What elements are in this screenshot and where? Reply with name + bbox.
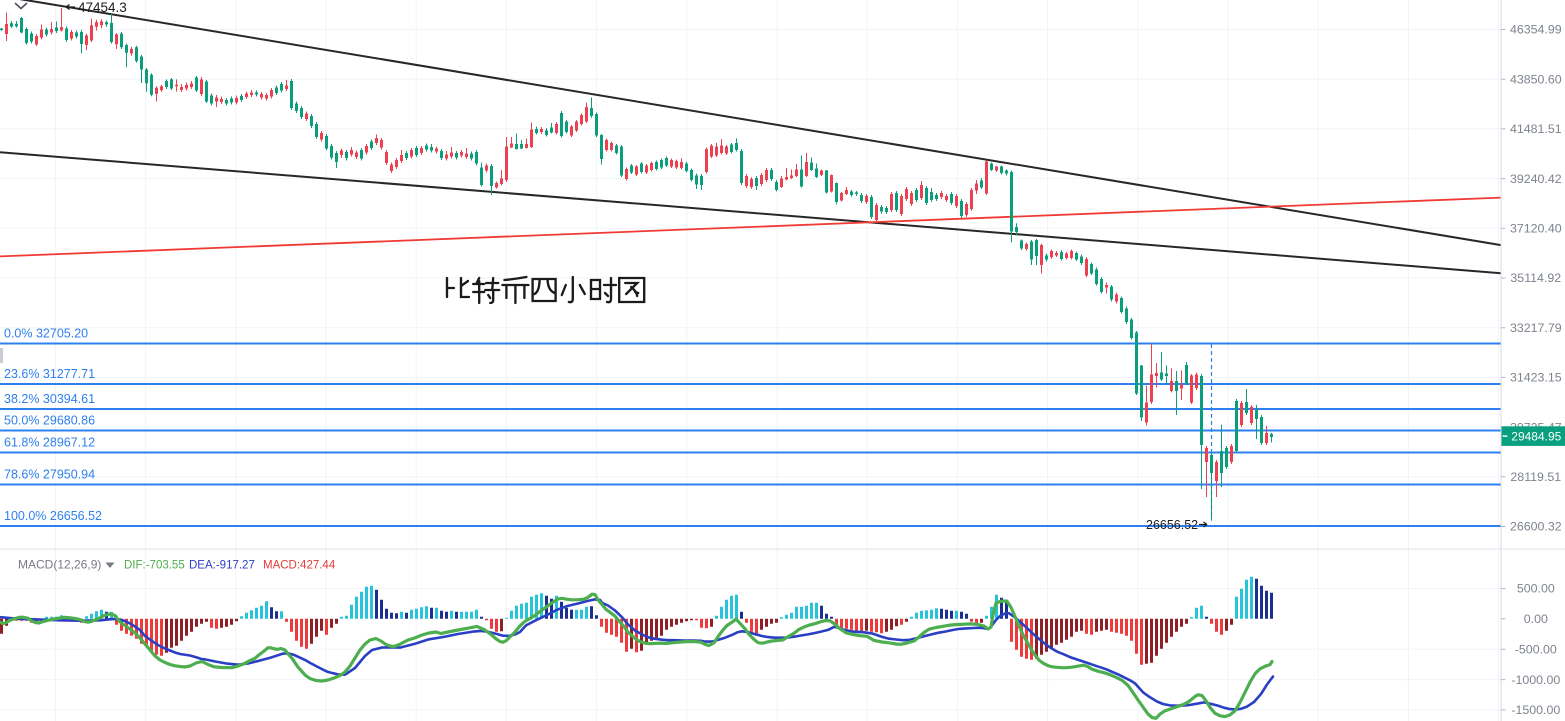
svg-text:0.00: 0.00 bbox=[1524, 612, 1548, 626]
svg-text:38.2% 30394.61: 38.2% 30394.61 bbox=[4, 392, 95, 406]
svg-text:35114.92: 35114.92 bbox=[1510, 271, 1561, 285]
svg-text:0.0% 32705.20: 0.0% 32705.20 bbox=[4, 327, 88, 341]
svg-text:31423.15: 31423.15 bbox=[1510, 371, 1562, 385]
svg-text:46354.99: 46354.99 bbox=[1510, 23, 1562, 37]
svg-text:26600.32: 26600.32 bbox=[1510, 520, 1562, 534]
svg-text:78.6% 27950.94: 78.6% 27950.94 bbox=[4, 468, 95, 482]
svg-text:500.00: 500.00 bbox=[1517, 582, 1555, 596]
svg-text:39240.42: 39240.42 bbox=[1510, 172, 1562, 186]
svg-text:61.8% 28967.12: 61.8% 28967.12 bbox=[4, 436, 95, 450]
svg-text:50.0% 29680.86: 50.0% 29680.86 bbox=[4, 414, 95, 428]
svg-text:DIF:-703.55: DIF:-703.55 bbox=[124, 560, 185, 572]
svg-text:MACD(12,26,9): MACD(12,26,9) bbox=[18, 558, 101, 572]
svg-text:DEA:-917.27: DEA:-917.27 bbox=[189, 560, 255, 572]
svg-text:33217.79: 33217.79 bbox=[1510, 321, 1562, 335]
svg-text:28119.51: 28119.51 bbox=[1510, 470, 1561, 484]
svg-text:100.0% 26656.52: 100.0% 26656.52 bbox=[4, 509, 102, 523]
svg-text:41481.51: 41481.51 bbox=[1510, 122, 1562, 136]
svg-text:43850.60: 43850.60 bbox=[1510, 72, 1562, 86]
svg-text:MACD:427.44: MACD:427.44 bbox=[263, 560, 336, 572]
svg-text:-1500.00: -1500.00 bbox=[1511, 703, 1560, 717]
svg-text:-500.00: -500.00 bbox=[1515, 642, 1557, 656]
svg-text:37120.40: 37120.40 bbox=[1510, 222, 1562, 236]
svg-text:-1000.00: -1000.00 bbox=[1511, 673, 1560, 687]
svg-text:26656.52: 26656.52 bbox=[1146, 518, 1198, 532]
svg-text:23.6% 31277.71: 23.6% 31277.71 bbox=[4, 367, 95, 381]
svg-text:29484.95: 29484.95 bbox=[1511, 429, 1561, 443]
svg-text:47454.3: 47454.3 bbox=[78, 0, 127, 15]
